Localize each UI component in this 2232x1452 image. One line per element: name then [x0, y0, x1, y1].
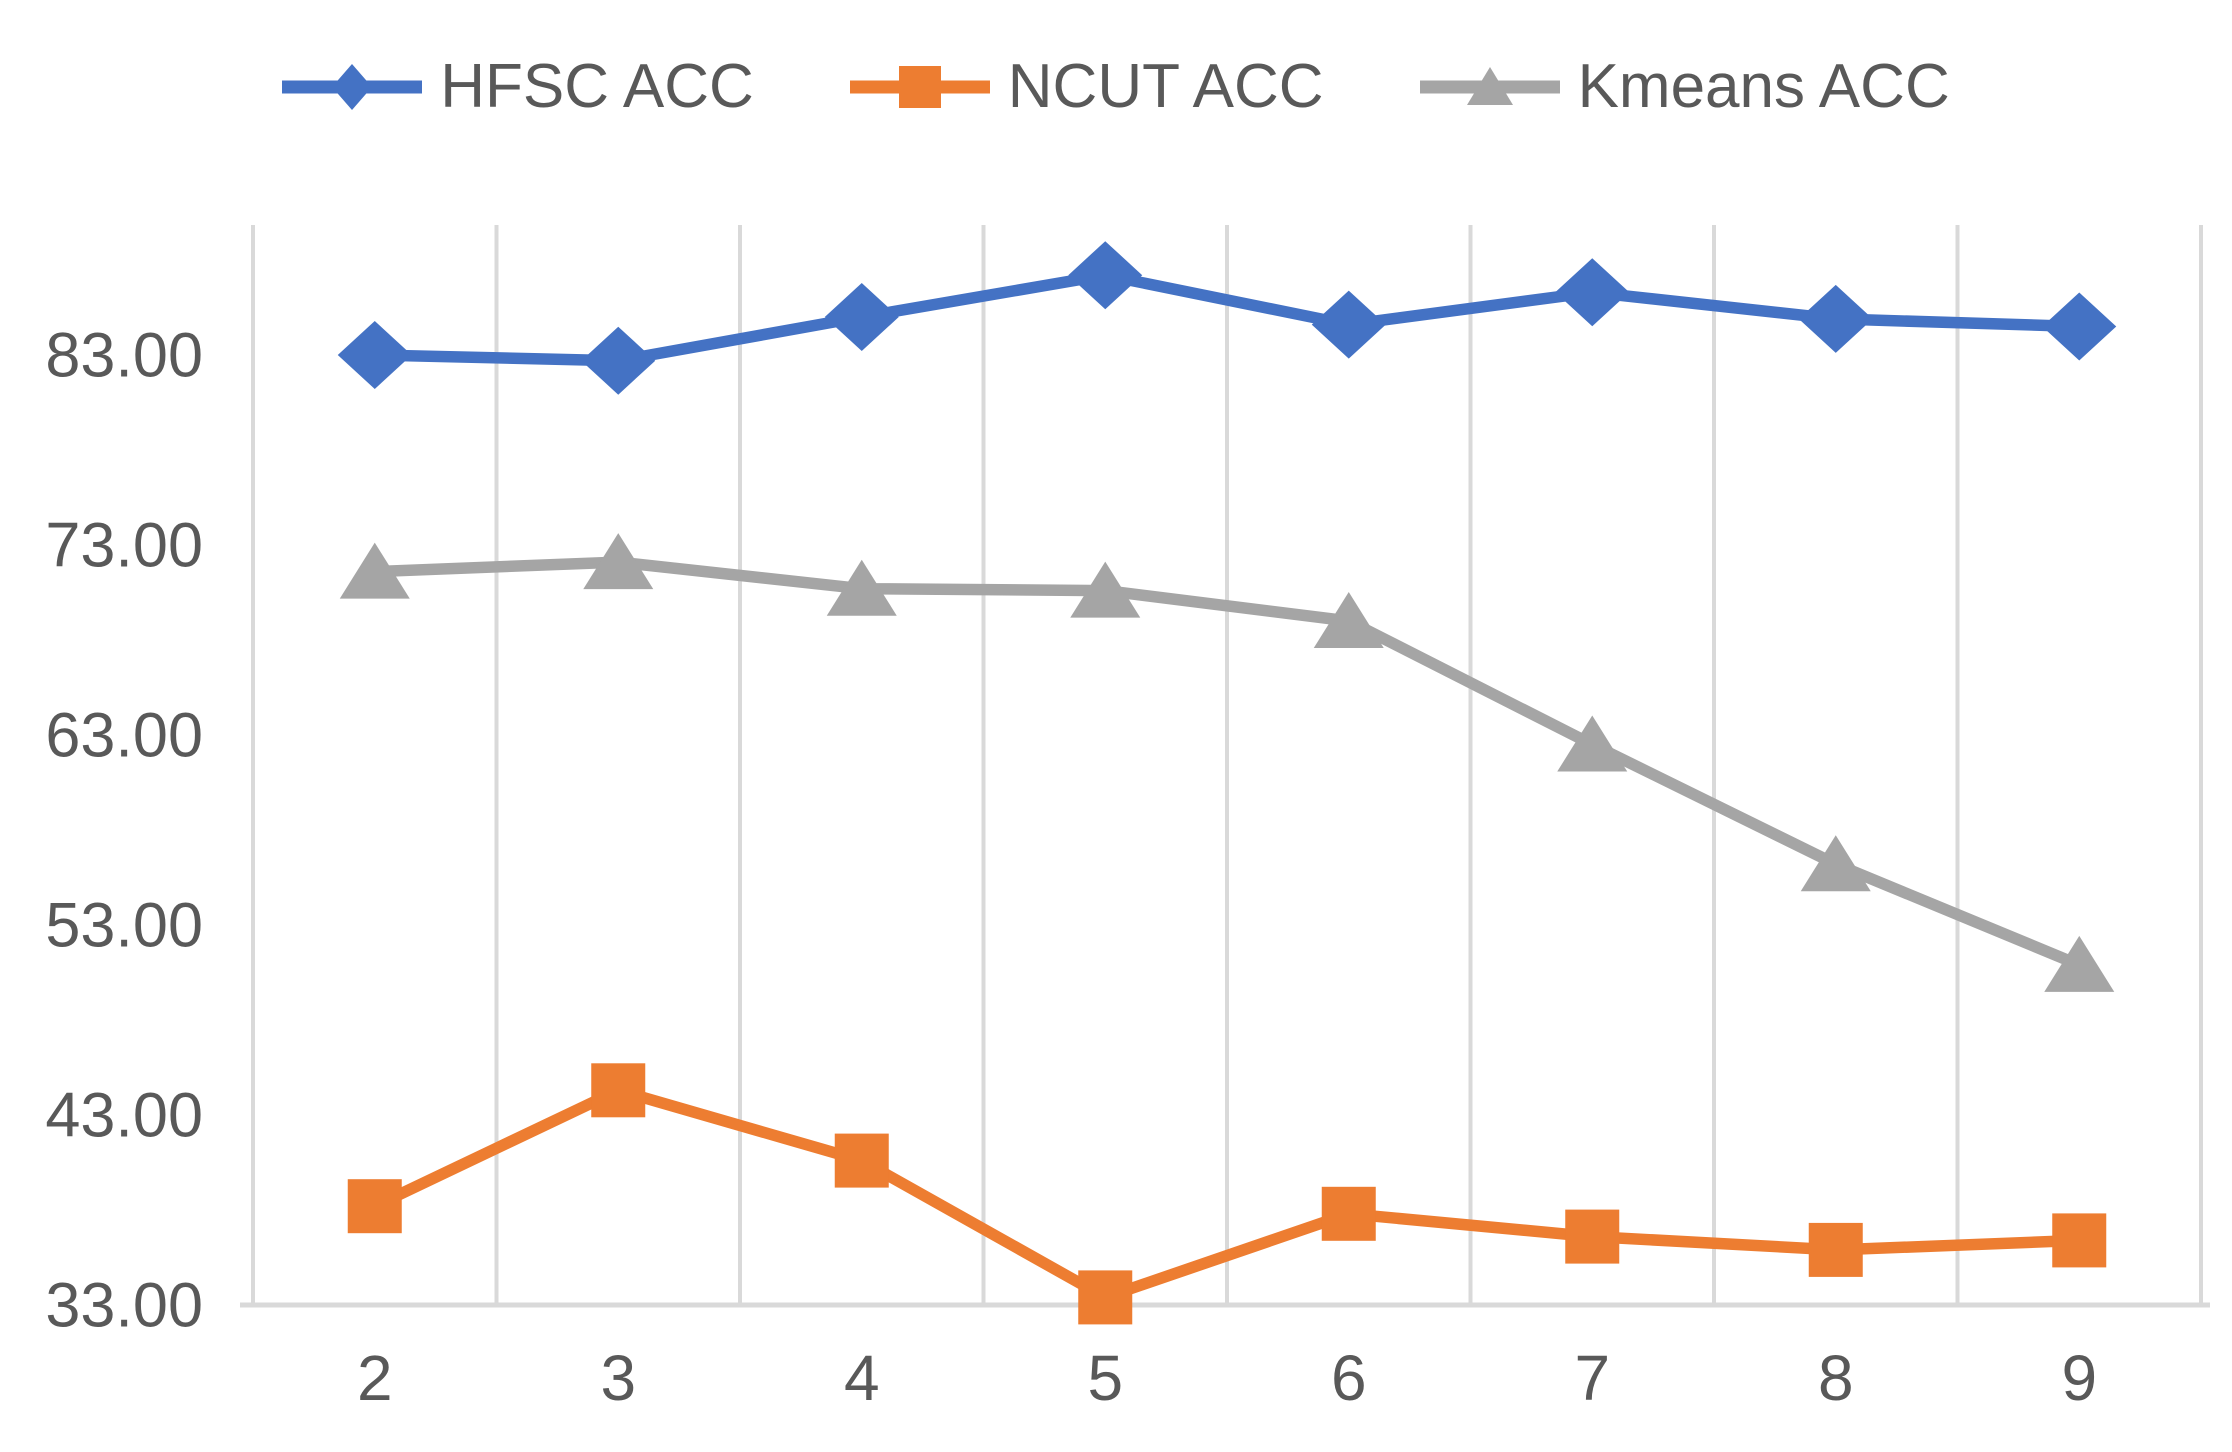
legend-item-ncut-acc: NCUT ACC	[849, 44, 1324, 130]
x-tick-label: 8	[1818, 1342, 1854, 1414]
x-tick-label: 5	[1087, 1342, 1123, 1414]
legend-label: NCUT ACC	[1007, 52, 1324, 121]
y-tick-label: 83.00	[45, 320, 203, 390]
y-tick-label: 73.00	[45, 510, 203, 580]
ncut-acc-square-icon	[849, 66, 990, 108]
y-tick-label: 63.00	[45, 700, 203, 770]
legend-item-hfsc-acc: HFSC ACC	[282, 44, 754, 130]
y-axis-tick-labels: 83.00 73.00 63.00 53.00 43.00 33.00	[45, 320, 203, 1340]
gridlines	[251, 225, 2203, 1305]
y-tick-label: 33.00	[45, 1270, 203, 1340]
x-tick-label: 9	[2061, 1342, 2097, 1414]
x-tick-label: 2	[357, 1342, 393, 1414]
x-axis-tick-labels: 2 3 4 5 6 7 8 9	[357, 1342, 2097, 1414]
x-tick-label: 3	[600, 1342, 636, 1414]
y-tick-label: 53.00	[45, 890, 203, 960]
x-tick-label: 4	[844, 1342, 880, 1414]
kmeans-acc-triangle-icon	[1419, 67, 1560, 105]
series-kmeans-acc	[339, 533, 2115, 992]
chart-legend: HFSC ACC NCUT ACC Kmeans ACC	[0, 44, 2232, 130]
hfsc-acc-diamond-icon	[282, 64, 423, 110]
series-hfsc-acc	[337, 241, 2117, 395]
y-tick-label: 43.00	[45, 1080, 203, 1150]
x-tick-label: 7	[1574, 1342, 1610, 1414]
legend-label: Kmeans ACC	[1577, 52, 1950, 121]
series-ncut-acc	[347, 1063, 2107, 1325]
legend-label: HFSC ACC	[440, 52, 754, 121]
x-tick-label: 6	[1331, 1342, 1367, 1414]
legend-item-kmeans-acc: Kmeans ACC	[1419, 44, 1950, 130]
